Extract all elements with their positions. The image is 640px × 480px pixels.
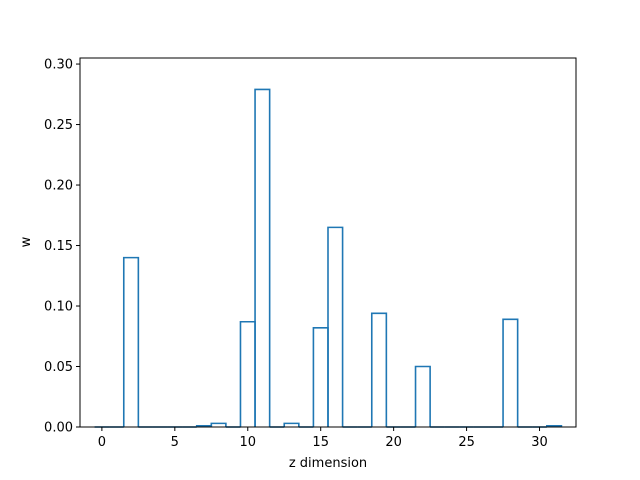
x-tick-label: 0	[98, 435, 106, 450]
y-tick-label: 0.00	[44, 421, 73, 436]
histogram-bar-31	[546, 424, 563, 427]
y-axis-label: w	[19, 236, 34, 247]
histogram-bar-28	[502, 318, 519, 427]
x-axis-label: z dimension	[289, 456, 367, 471]
ticks: 0 5 10 15 20 25 30 0.00 0.05 0.10 0.15 0.20 0.25 0.30	[44, 58, 548, 450]
y-tick-label: 0.30	[44, 58, 73, 73]
histogram-bar-11	[254, 88, 271, 427]
y-tick-label: 0.20	[44, 179, 73, 194]
x-tick-label: 15	[312, 435, 329, 450]
x-tick-label: 20	[385, 435, 402, 450]
y-tick-label: 0.25	[44, 118, 73, 133]
histogram-bar-2	[122, 256, 140, 427]
y-tick-label: 0.05	[44, 360, 73, 375]
x-tick-label: 10	[239, 435, 256, 450]
histogram-bar-13	[283, 422, 300, 427]
axes-frame	[79, 57, 577, 428]
histogram-bar-22	[414, 365, 431, 427]
x-tick-label: 25	[458, 435, 475, 450]
histogram-bar-16	[327, 226, 344, 427]
x-tick-label: 5	[171, 435, 179, 450]
histogram-bar-8	[210, 422, 227, 427]
x-tick-label: 30	[531, 435, 548, 450]
y-tick-label: 0.10	[44, 300, 73, 315]
histogram-bar-19	[370, 312, 388, 427]
y-tick-label: 0.15	[44, 239, 73, 254]
